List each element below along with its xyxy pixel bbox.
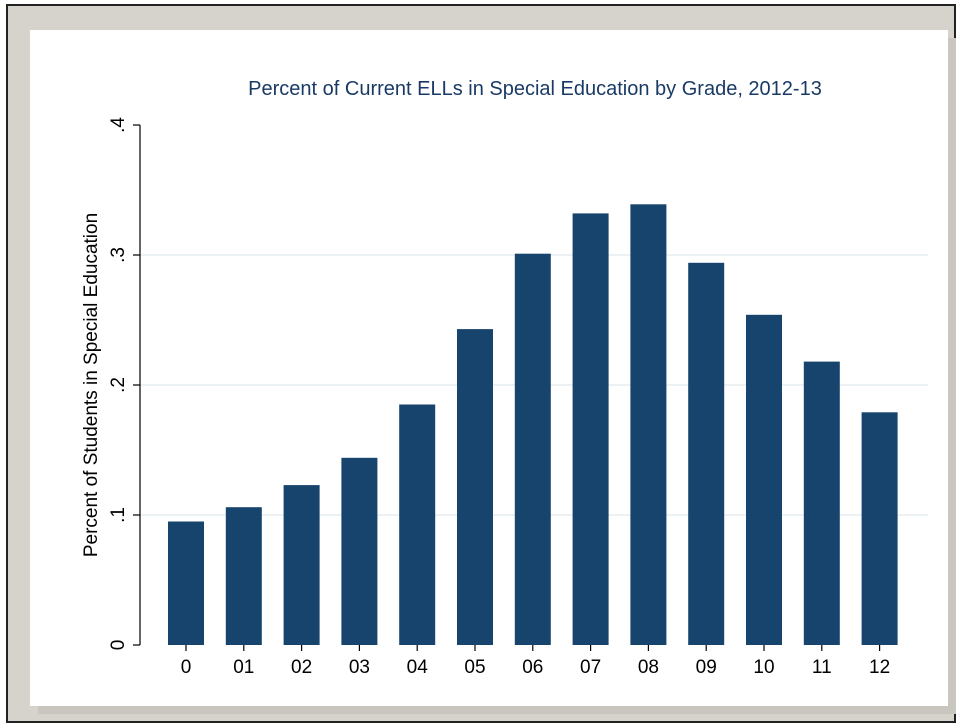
x-ticks: 0 01 02 03 04 05 06 07 08 09 10 11 12 [181, 645, 890, 678]
y-tick-label: .3 [108, 247, 129, 263]
bar-grade-07 [572, 213, 609, 645]
x-tick-label: 0 [181, 657, 192, 678]
x-tick-label: 09 [696, 657, 717, 678]
bar-grade-12 [861, 412, 898, 645]
bar-grade-10 [746, 314, 782, 645]
bar-grade-04 [399, 404, 436, 645]
x-tick-label: 01 [233, 657, 254, 678]
x-tick-label: 02 [291, 657, 312, 678]
x-tick-label: 12 [869, 657, 890, 678]
y-tick-label: .2 [108, 377, 129, 393]
bar-grade-11 [803, 361, 840, 645]
x-tick-label: 07 [580, 657, 601, 678]
x-tick-label: 05 [464, 657, 485, 678]
bar-grade-02 [283, 485, 320, 645]
bar-grade-06 [514, 253, 551, 645]
y-tick-label: .4 [108, 117, 129, 133]
y-ticks: 0 .1 .2 .3 .4 [108, 117, 140, 651]
bar-grade-01 [225, 507, 262, 645]
y-tick-label: 0 [108, 640, 129, 651]
y-tick-label: .1 [108, 507, 129, 523]
bars [168, 204, 898, 646]
x-tick-label: 03 [349, 657, 370, 678]
chart-title: Percent of Current ELLs in Special Educa… [248, 78, 822, 100]
y-axis-label: Percent of Students in Special Education [81, 213, 102, 557]
x-tick-label: 08 [638, 657, 659, 678]
x-tick-label: 04 [407, 657, 429, 678]
x-tick-label: 06 [522, 657, 543, 678]
bar-grade-09 [688, 262, 725, 645]
bar-grade-03 [341, 457, 378, 645]
bar-grade-0 [168, 521, 204, 645]
x-tick-label: 10 [753, 657, 774, 678]
bar-grade-05 [457, 329, 493, 645]
bar-grade-08 [630, 204, 667, 646]
x-tick-label: 11 [812, 657, 832, 678]
